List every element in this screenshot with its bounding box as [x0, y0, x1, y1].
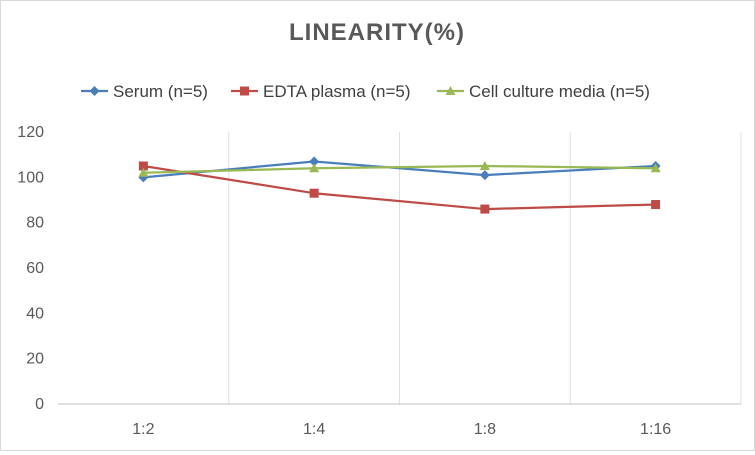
x-tick-label: 1:4: [303, 421, 325, 438]
chart-title: LINEARITY(%): [289, 19, 465, 46]
series-line: [143, 160, 656, 179]
legend-label: EDTA plasma (n=5): [263, 82, 411, 101]
series-0: [138, 156, 661, 183]
y-tick-label: 60: [26, 260, 44, 277]
y-tick-label: 40: [26, 305, 44, 322]
legend-label: Serum (n=5): [113, 82, 208, 101]
legend-item: Serum (n=5): [81, 82, 208, 101]
legend: Serum (n=5) EDTA plasma (n=5) Cell culture…: [81, 82, 650, 101]
data-point: [480, 204, 490, 214]
data-point: [138, 167, 149, 177]
data-point: [479, 170, 490, 181]
series-line: [143, 164, 656, 211]
data-point: [309, 156, 320, 167]
series-group: [138, 156, 661, 214]
data-point: [650, 163, 661, 173]
legend-item: EDTA plasma (n=5): [231, 82, 411, 101]
data-point: [309, 163, 320, 173]
data-point: [240, 86, 249, 96]
y-tick-label: 120: [17, 124, 44, 141]
data-point: [309, 188, 319, 198]
data-point: [651, 200, 661, 210]
legend-item: Cell culture media (n=5): [437, 82, 650, 101]
y-tick-label: 80: [26, 215, 44, 232]
y-tick-label: 20: [26, 351, 44, 368]
y-tick-label: 0: [35, 396, 44, 413]
x-tick-label: 1:8: [474, 421, 496, 438]
legend-label: Cell culture media (n=5): [469, 82, 650, 101]
grid-lines: [228, 132, 742, 404]
axes: 0 20 40 60 80 100 120 1:2 1:4 1:8 1:16: [17, 124, 741, 438]
series-1: [138, 161, 661, 214]
series-line: [143, 164, 656, 174]
data-point: [138, 161, 148, 171]
series-2: [138, 161, 661, 177]
data-point: [445, 86, 456, 95]
x-tick-label: 1:2: [132, 421, 154, 438]
x-tick-label: 1:16: [640, 421, 671, 438]
data-point: [89, 86, 100, 96]
y-tick-label: 100: [17, 169, 44, 186]
data-point: [479, 161, 490, 170]
